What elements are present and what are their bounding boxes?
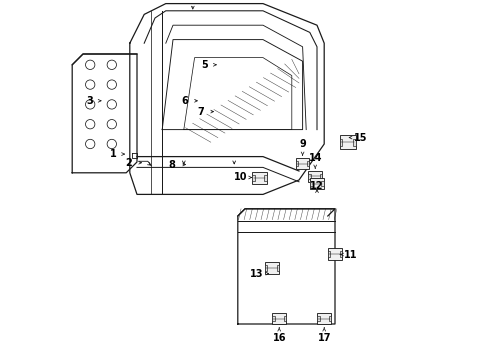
- Text: 10: 10: [234, 172, 247, 183]
- Text: 9: 9: [299, 139, 306, 149]
- Text: 1: 1: [109, 149, 116, 159]
- Text: 4: 4: [190, 0, 196, 1]
- Bar: [321, 181, 324, 186]
- Bar: [319, 174, 322, 179]
- Bar: [252, 175, 255, 181]
- Bar: [310, 178, 324, 189]
- Text: 13: 13: [250, 269, 264, 279]
- Bar: [284, 316, 286, 321]
- Bar: [310, 181, 313, 186]
- Bar: [264, 175, 267, 181]
- Bar: [329, 316, 331, 321]
- Text: 7: 7: [197, 107, 204, 117]
- Text: 16: 16: [272, 333, 286, 343]
- Text: 3: 3: [86, 96, 93, 106]
- Bar: [307, 161, 310, 166]
- Text: 11: 11: [344, 249, 358, 260]
- Text: 12: 12: [310, 181, 324, 192]
- Bar: [340, 135, 356, 149]
- Bar: [328, 251, 330, 257]
- Bar: [317, 313, 331, 324]
- Text: 14: 14: [308, 153, 322, 163]
- Bar: [308, 171, 322, 182]
- Bar: [308, 174, 311, 179]
- Bar: [252, 172, 267, 184]
- Bar: [272, 316, 274, 321]
- Text: 5: 5: [201, 60, 208, 70]
- Bar: [317, 316, 319, 321]
- Bar: [353, 139, 356, 145]
- Bar: [296, 158, 310, 169]
- Text: 2: 2: [126, 158, 132, 168]
- Text: 17: 17: [318, 333, 331, 343]
- Bar: [328, 248, 342, 260]
- Bar: [296, 161, 298, 166]
- Text: 6: 6: [181, 96, 188, 106]
- Bar: [272, 313, 286, 324]
- Text: 15: 15: [354, 132, 368, 143]
- Bar: [265, 265, 268, 271]
- Text: 8: 8: [169, 159, 176, 170]
- Bar: [340, 251, 342, 257]
- Bar: [265, 262, 279, 274]
- Bar: [277, 265, 279, 271]
- Bar: [340, 139, 343, 145]
